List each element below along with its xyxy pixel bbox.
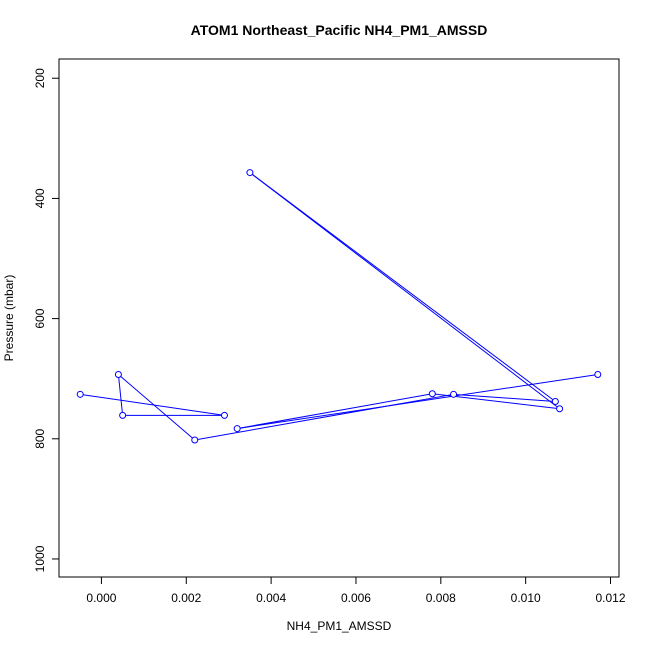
x-tick-label: 0.002 (171, 591, 201, 605)
data-point (76, 390, 84, 398)
x-tick-label: 0.000 (86, 591, 116, 605)
y-axis-label: Pressure (mbar) (2, 275, 16, 362)
x-tick-label: 0.004 (256, 591, 286, 605)
series-segment (118, 374, 196, 441)
data-point (556, 405, 564, 413)
y-tick-label: 200 (33, 68, 47, 88)
series-segment (237, 373, 598, 430)
y-axis: 200 400 600 800 1000 (33, 68, 60, 572)
y-tick-label: 800 (33, 428, 47, 448)
y-tick-label: 1000 (33, 545, 47, 572)
y-tick-label: 400 (33, 188, 47, 208)
x-tick-label: 0.006 (341, 591, 371, 605)
x-tick-label: 0.012 (595, 591, 625, 605)
data-point (191, 436, 199, 444)
series-segment (249, 172, 560, 410)
y-tick-label: 600 (33, 308, 47, 328)
data-point (220, 411, 228, 419)
series-segment (117, 374, 124, 416)
data-point (428, 390, 436, 398)
series-segment (80, 393, 225, 416)
data-point (594, 370, 602, 378)
series-segment (237, 393, 433, 430)
chart-title: ATOM1 Northeast_Pacific NH4_PM1_AMSSD (191, 22, 488, 38)
data-point (119, 411, 127, 419)
x-axis-label: NH4_PM1_AMSSD (287, 619, 392, 633)
series-segment (249, 172, 556, 402)
data-point (551, 398, 559, 406)
data-point (233, 425, 241, 433)
x-tick-label: 0.008 (426, 591, 456, 605)
data-point (246, 169, 254, 177)
data-point (450, 390, 458, 398)
data-point (114, 370, 122, 378)
x-tick-label: 0.010 (511, 591, 541, 605)
series-segment (194, 393, 454, 441)
series-layer (76, 169, 602, 444)
series-segment (453, 393, 556, 403)
plot-frame (58, 58, 620, 578)
x-axis: 0.000 0.002 0.004 0.006 0.008 0.010 0.012 (86, 576, 626, 605)
